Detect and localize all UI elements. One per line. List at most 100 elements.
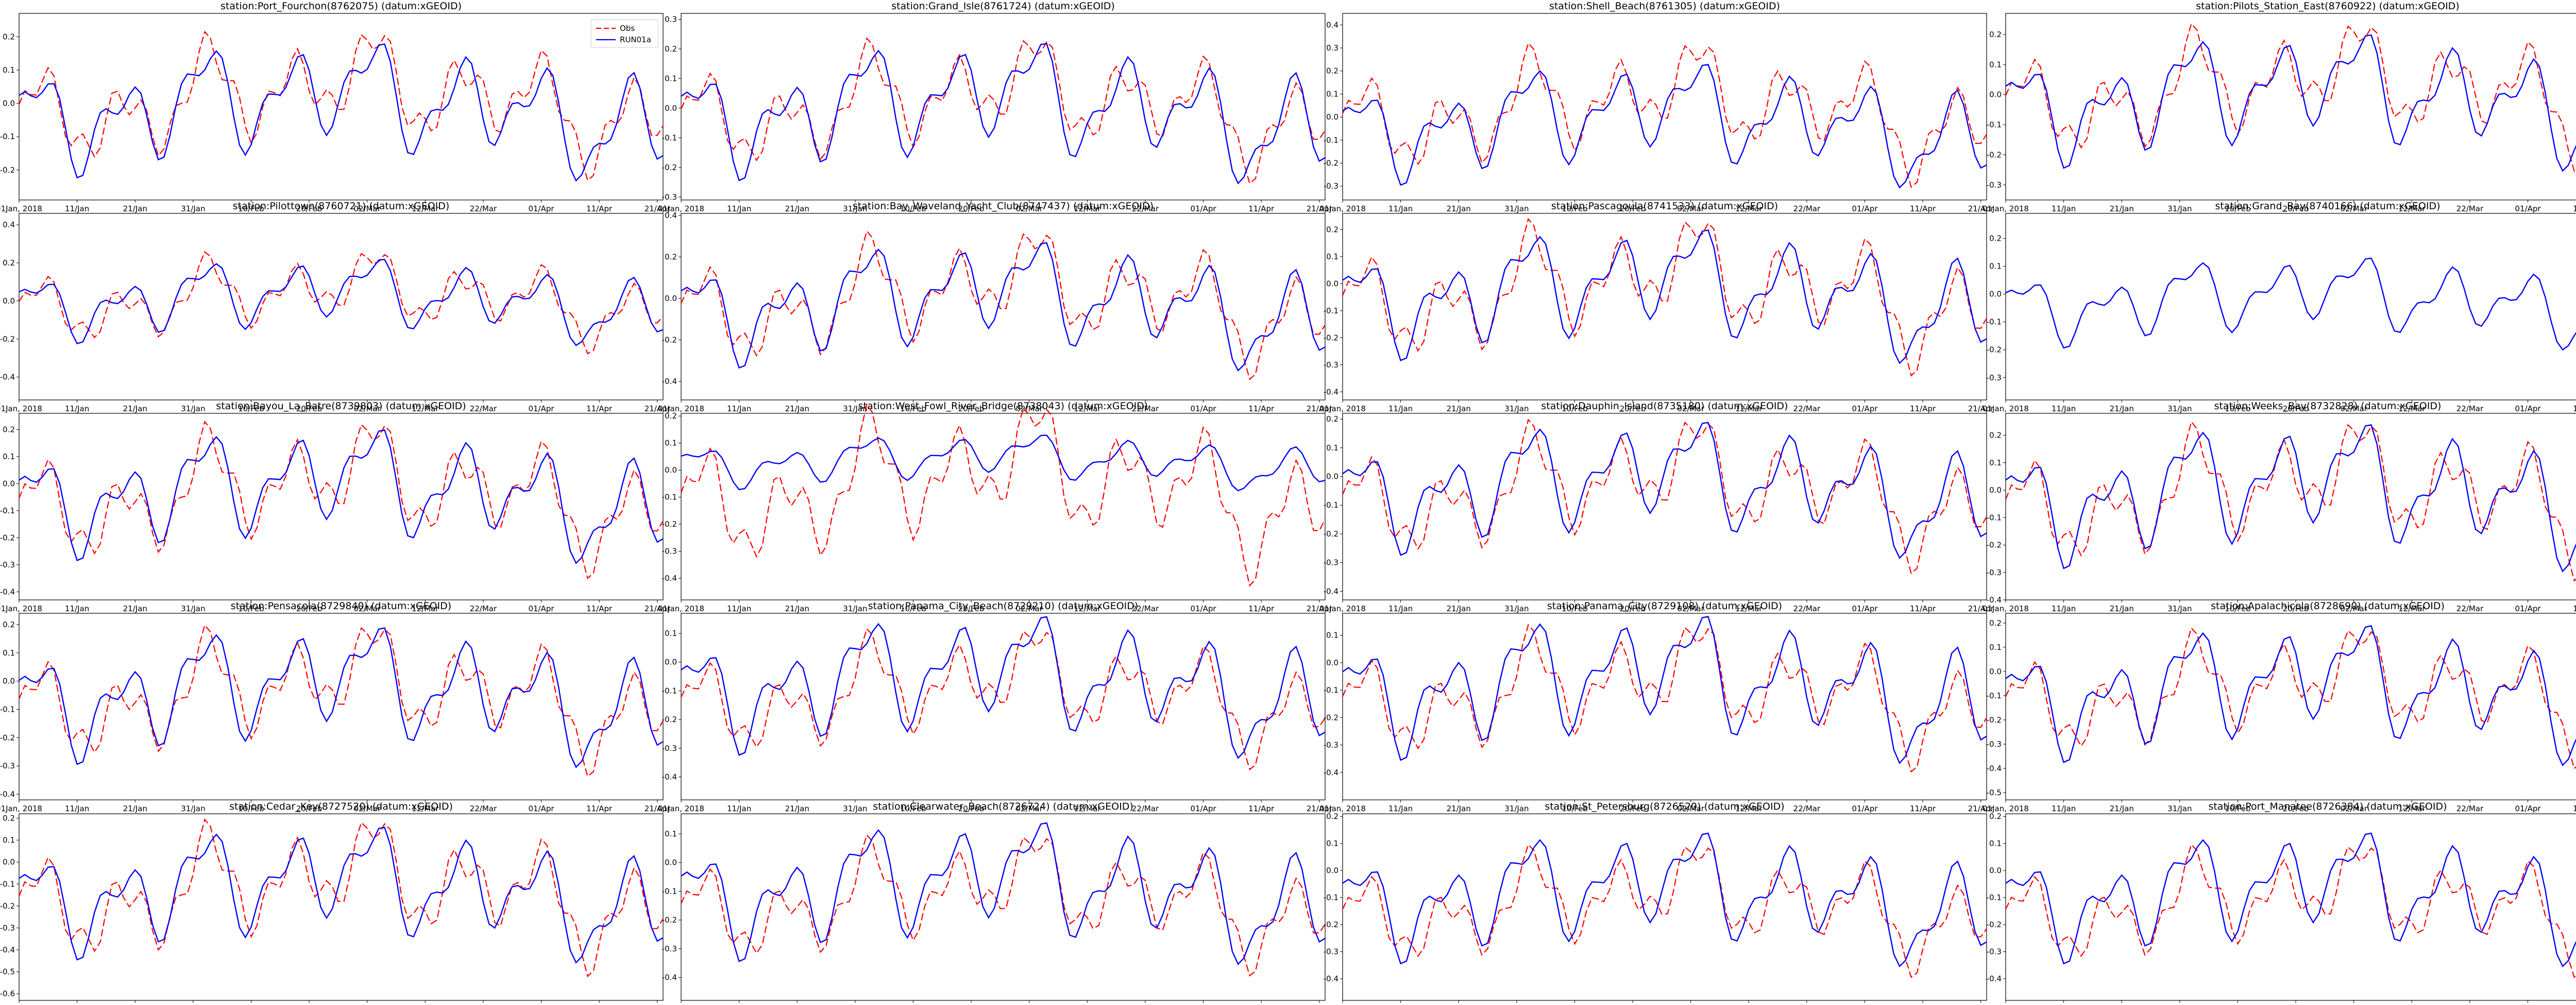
y-tick-label: -0.2 — [1324, 920, 1338, 929]
x-tick-label: 12/Mar — [412, 604, 439, 613]
x-tick-label: 21/Jan — [785, 404, 809, 413]
x-tick-label: 01Jan, 2018 — [0, 804, 42, 813]
axes-frame — [19, 13, 664, 200]
panel: station:Apalachicola(8728690) (datum:xGE… — [1982, 600, 2576, 813]
x-tick-label: 21/Jan — [2110, 804, 2134, 813]
y-tick-label: 0.2 — [665, 44, 677, 54]
x-tick-label: 22/Mar — [2456, 204, 2484, 213]
y-tick-label: 0.0 — [1326, 658, 1338, 667]
x-tick-label: 02/Mar — [353, 204, 381, 213]
x-tick-label: 01/Apr — [1190, 404, 1216, 413]
obs-series-line — [681, 834, 1326, 977]
x-tick-label: 21/Jan — [2110, 604, 2134, 613]
x-tick-label: 01/Apr — [1852, 204, 1878, 213]
y-tick-label: -0.2 — [0, 901, 15, 911]
x-tick-label: 20/Feb — [2283, 204, 2309, 213]
model-series-line — [681, 616, 1326, 759]
x-tick-label: 11/Jan — [1388, 404, 1413, 413]
x-tick-label: 01/Apr — [1852, 804, 1878, 813]
y-tick-label: 0.0 — [1326, 279, 1338, 288]
model-series-line — [2005, 832, 2576, 967]
x-tick-label: 01/Apr — [528, 804, 554, 813]
x-tick-label: 01/Apr — [2515, 804, 2541, 813]
panel-title: station:Bayou_La_Batre(8739803) (datum:x… — [216, 400, 466, 412]
panel: station:Pascagoula(8741533) (datum:xGEOI… — [1319, 200, 1994, 413]
x-tick-label: 11/Apr — [2573, 204, 2576, 213]
y-tick-label: -0.1 — [662, 133, 677, 142]
y-tick-label: 0.1 — [665, 439, 677, 448]
x-tick-label: 02/Mar — [2340, 804, 2367, 813]
y-tick-label: -0.1 — [1324, 136, 1338, 145]
axes-frame — [1342, 413, 1987, 600]
y-tick-label: 0.1 — [1326, 839, 1338, 848]
panel: station:Port_Fourchon(8762075) (datum:xG… — [0, 1, 671, 213]
panel: station:Shell_Beach(8761305) (datum:xGEO… — [1319, 1, 1994, 213]
x-tick-label: 01/Apr — [528, 404, 554, 413]
y-tick-label: -0.4 — [662, 772, 677, 781]
panel: station:Dauphin_Island(8735180) (datum:x… — [1319, 400, 1994, 613]
x-tick-label: 21/Apr — [1307, 404, 1333, 413]
y-tick-label: -0.3 — [0, 761, 15, 770]
y-tick-label: -0.3 — [1987, 568, 2002, 577]
obs-series-line — [1342, 418, 1987, 575]
y-tick-label: -0.4 — [1987, 974, 2002, 983]
y-tick-label: 0.0 — [1989, 667, 2002, 676]
panel-title: station:Pensacola(8729840) (datum:xGEOID… — [231, 600, 451, 612]
y-tick-label: 0.1 — [665, 829, 677, 839]
x-tick-label: 21/Apr — [1307, 204, 1333, 213]
axes-frame — [19, 413, 664, 600]
x-tick-label: 10/Feb — [1562, 804, 1588, 813]
x-tick-label: 11/Apr — [586, 804, 613, 813]
panel-title: station:Grand_Bay(8740166) (datum:xGEOID… — [2215, 200, 2440, 212]
model-series-line — [2005, 625, 2576, 766]
x-tick-label: 22/Mar — [1793, 604, 1821, 613]
obs-series-line — [680, 230, 1326, 380]
x-tick-label: 21/Jan — [785, 204, 809, 213]
y-tick-label: -0.1 — [1987, 317, 2002, 327]
x-tick-label: 21/Apr — [645, 604, 671, 613]
legend-box — [590, 19, 658, 48]
x-tick-label: 31/Jan — [181, 404, 205, 413]
y-tick-label: 0.1 — [1326, 443, 1338, 453]
x-tick-label: 11/Apr — [2573, 404, 2576, 413]
x-tick-label: 21/Jan — [1447, 804, 1471, 813]
x-tick-label: 11/Apr — [1248, 804, 1275, 813]
axes-frame — [2005, 813, 2576, 1001]
x-tick-label: 20/Feb — [2283, 404, 2309, 413]
x-tick-label: 02/Mar — [1677, 404, 1704, 413]
axes-frame — [2005, 613, 2576, 800]
obs-series-line — [680, 403, 1326, 587]
x-tick-label: 31/Jan — [1504, 604, 1529, 613]
panel-title: station:Panama_City(8729108) (datum:xGEO… — [1547, 600, 1782, 612]
y-tick-label: -0.1 — [662, 886, 677, 896]
x-tick-label: 01Jan, 2018 — [658, 404, 704, 413]
x-tick-label: 21/Apr — [1307, 604, 1333, 613]
x-tick-label: 01Jan, 2018 — [1982, 804, 2029, 813]
x-tick-label: 21/Apr — [1968, 604, 1994, 613]
x-tick-label: 12/Mar — [1074, 804, 1101, 813]
x-tick-label: 11/Jan — [65, 204, 89, 213]
legend: Obs RUN01a — [590, 19, 658, 48]
panel-title: station:Bay_Waveland_Yacht_Club(8747437)… — [853, 200, 1154, 212]
y-tick-label: 0.1 — [1989, 262, 2002, 271]
y-tick-label: -0.1 — [0, 879, 15, 889]
y-tick-label: 0.2 — [1989, 618, 2002, 628]
x-tick-label: 22/Mar — [2456, 804, 2484, 813]
panel: station:Bayou_La_Batre(8739803) (datum:x… — [0, 400, 671, 613]
x-tick-label: 31/Jan — [1504, 204, 1529, 213]
x-tick-label: 11/Apr — [1910, 804, 1936, 813]
x-tick-label: 31/Jan — [2167, 204, 2192, 213]
x-tick-label: 12/Mar — [412, 804, 439, 813]
x-tick-label: 21/Apr — [1968, 804, 1994, 813]
x-tick-label: 02/Mar — [1015, 604, 1043, 613]
x-tick-label: 10/Feb — [2225, 204, 2251, 213]
model-series-line — [19, 827, 664, 964]
y-tick-label: -0.2 — [1324, 713, 1338, 722]
model-series-line — [1342, 229, 1987, 364]
y-tick-label: -0.4 — [1324, 387, 1338, 396]
x-tick-label: 02/Mar — [353, 604, 381, 613]
x-tick-label: 21/Jan — [1447, 204, 1471, 213]
y-tick-label: 0.4 — [1326, 20, 1338, 29]
panel-title: station:Grand_Isle(8761724) (datum:xGEOI… — [891, 1, 1115, 12]
